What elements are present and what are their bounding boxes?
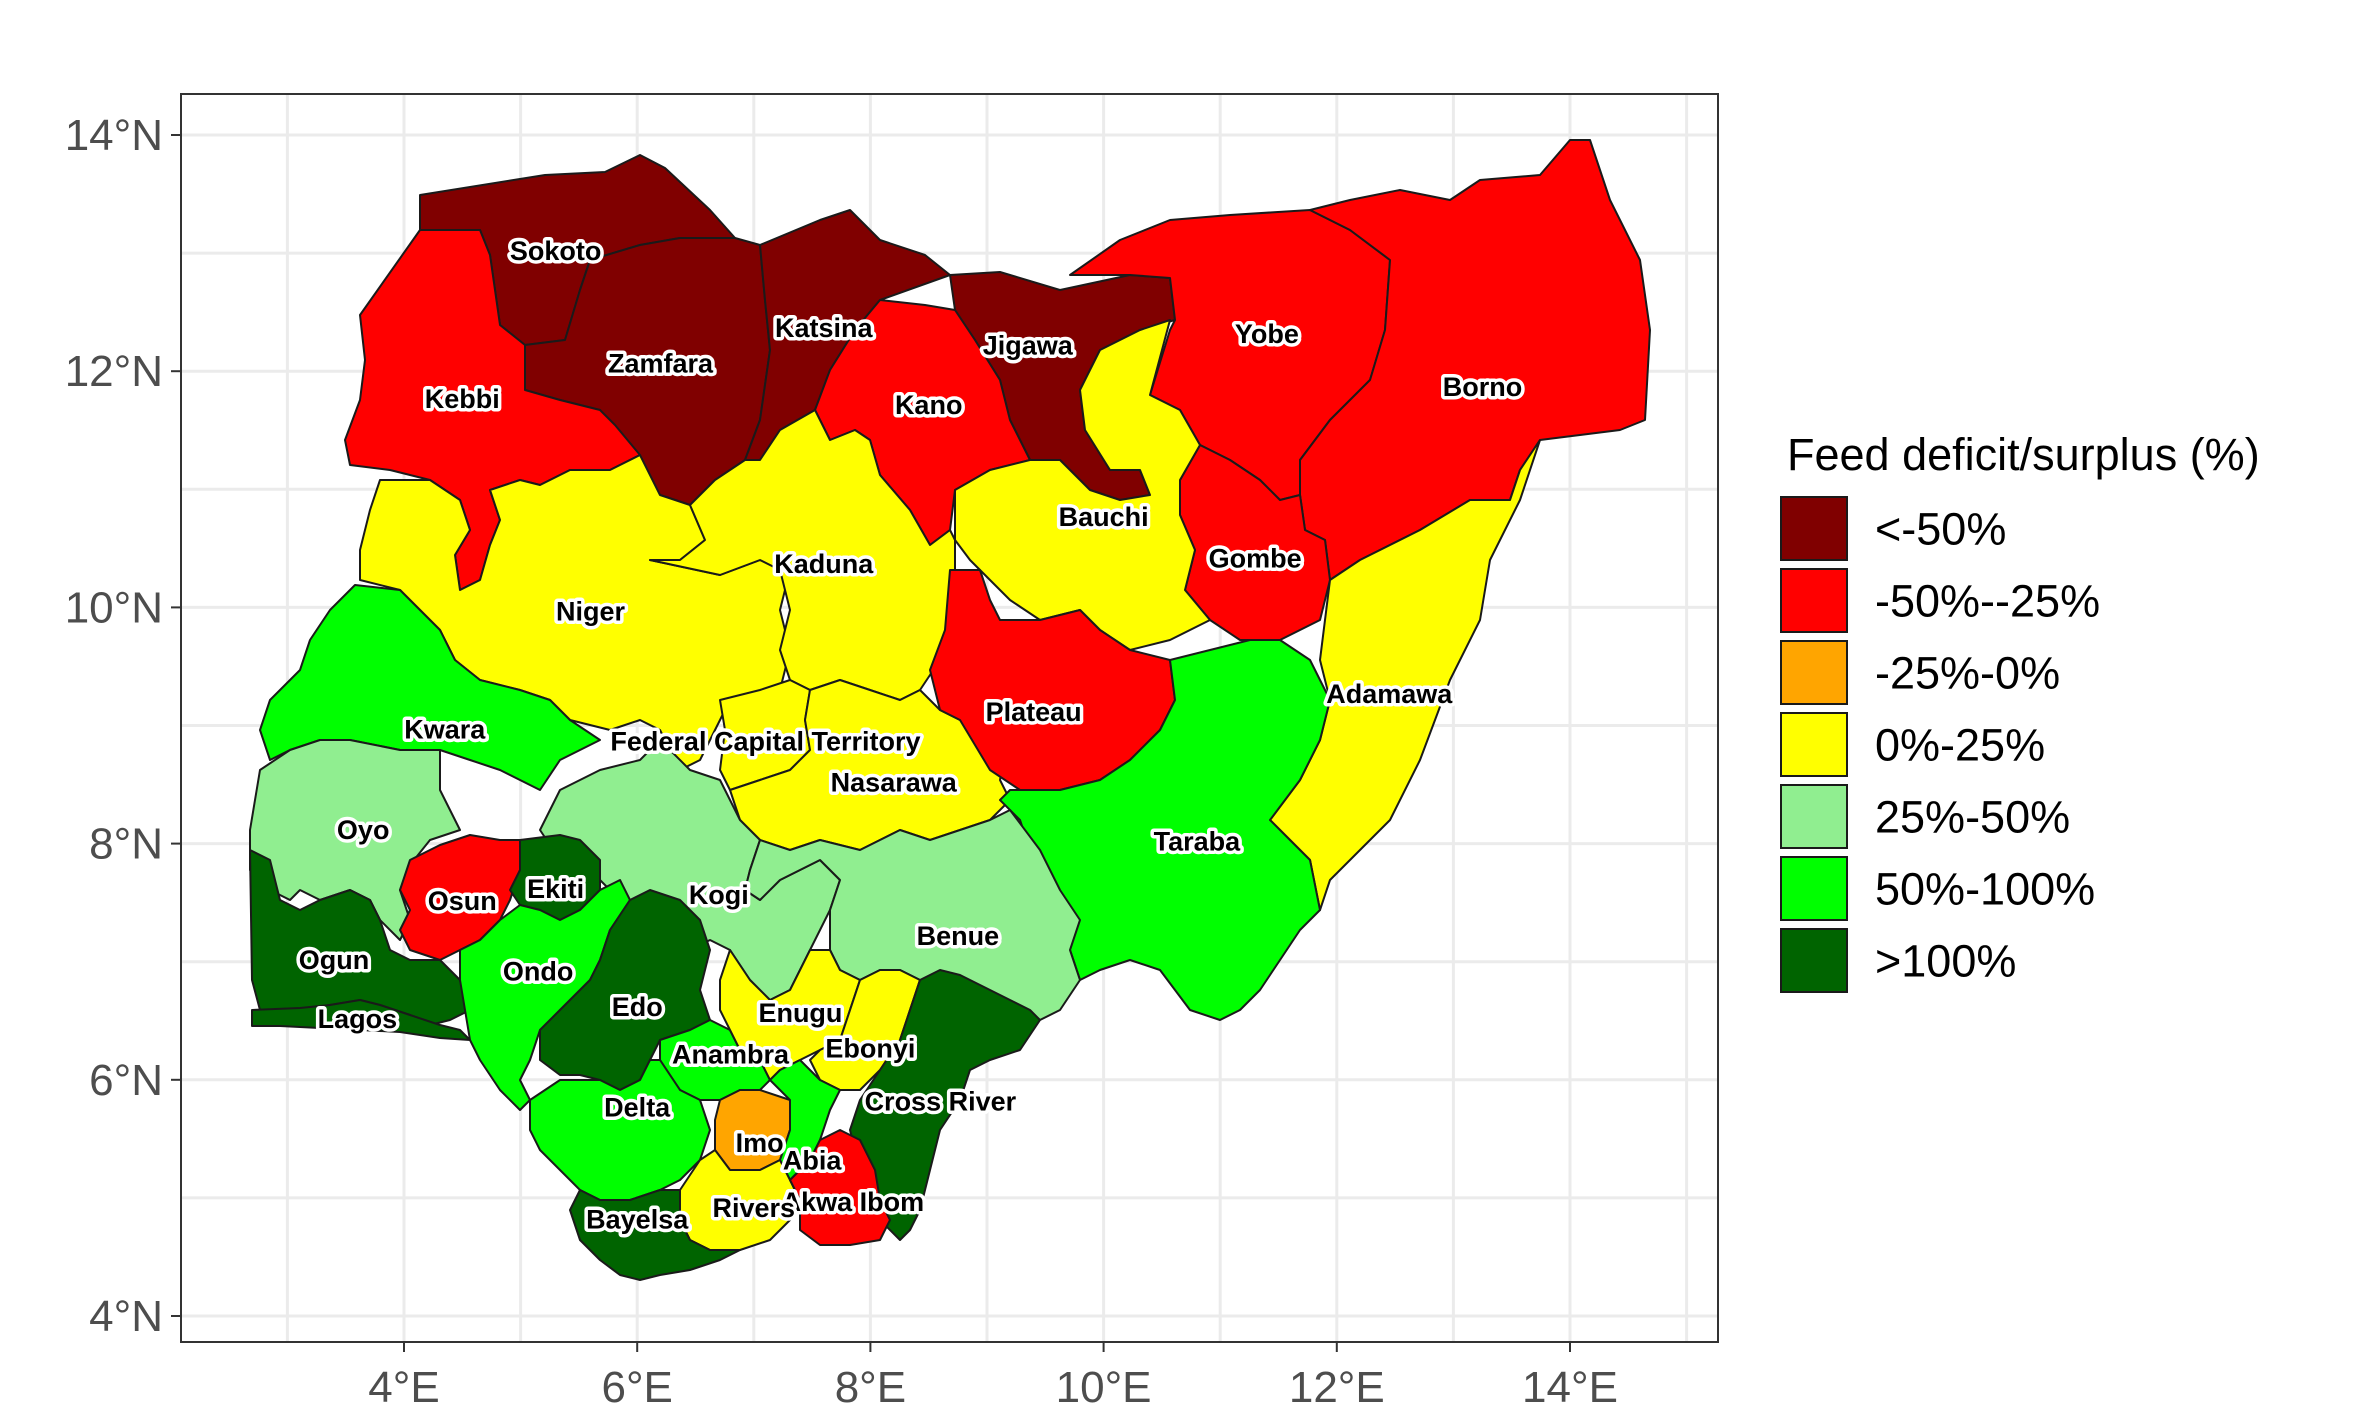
state-label-oyo: Oyo [337,815,390,845]
legend-swatch [1780,928,1848,993]
state-label-abia: Abia [783,1146,842,1176]
legend-swatch [1780,712,1848,777]
state-label-cross-river: Cross River [865,1087,1017,1117]
state-label-bayelsa: Bayelsa [586,1205,689,1235]
x-tick-label: 4°E [368,1363,439,1412]
legend-label: 25%-50% [1875,792,2070,843]
state-label-kebbi: Kebbi [425,384,500,414]
x-tick-label: 14°E [1522,1363,1618,1412]
state-label-yobe: Yobe [1235,319,1299,349]
state-labels: Sokoto Zamfara Katsina Jigawa Kebbi Kano Yobe B… [295,233,1525,1238]
state-label-kwara: Kwara [404,715,486,745]
state-label-delta: Delta [604,1092,671,1122]
state-ebonyi[interactable] [809,969,921,1091]
state-label-zamfara: Zamfara [608,348,714,378]
state-label-adamawa: Adamawa [1326,679,1453,709]
state-label-kogi: Kogi [689,880,749,910]
state-label-lagos: Lagos [318,1004,398,1034]
legend-swatch [1780,856,1848,921]
y-tick-label: 8°N [89,820,163,869]
x-tick-label: 10°E [1056,1363,1152,1412]
plot-panel: Sokoto Zamfara Katsina Jigawa Kebbi Kano Yobe B… [180,93,1719,1343]
legend-swatch [1780,496,1848,561]
state-cross-river[interactable] [849,969,1041,1241]
state-label-borno: Borno [1443,372,1522,402]
state-label-ekiti: Ekiti [527,874,584,904]
state-kwara[interactable] [259,584,601,791]
legend-title: Feed deficit/surplus (%) [1787,429,2260,480]
state-label-ondo: Ondo [503,957,573,987]
state-label-akwa-ibom: Akwa Ibom [782,1187,925,1217]
y-axis: 4°N 6°N 8°N 10°N 12°N 14°N [65,111,181,1341]
state-label-anambra: Anambra [672,1039,790,1069]
state-label-rivers: Rivers [713,1193,796,1223]
state-label-katsina: Katsina [775,313,874,343]
state-label-gombe: Gombe [1209,543,1302,573]
state-akwa-ibom[interactable] [789,1129,891,1246]
x-tick-label: 6°E [601,1363,672,1412]
state-label-benue: Benue [917,921,1000,951]
legend-label: 50%-100% [1875,864,2095,915]
legend-label: -50%--25% [1875,576,2100,627]
state-polygons [249,139,1651,1281]
legend-swatch [1780,568,1848,633]
state-label-federal-capital-territory: Federal Capital Territory [610,726,920,756]
state-label-kaduna: Kaduna [774,549,874,579]
y-tick-label: 6°N [89,1056,163,1105]
state-taraba[interactable] [999,639,1331,1021]
state-delta[interactable] [529,1059,711,1201]
state-label-imo: Imo [736,1128,784,1158]
y-tick-label: 10°N [65,583,163,632]
state-label-taraba: Taraba [1154,827,1242,857]
legend-label: -25%-0% [1875,648,2060,699]
state-label-kano: Kano [895,390,963,420]
state-label-edo: Edo [612,992,663,1022]
state-lagos[interactable] [251,999,471,1041]
legend: Feed deficit/surplus (%) <-50% -50%--25% -… [1780,429,2260,993]
x-tick-label: 12°E [1289,1363,1385,1412]
state-bauchi[interactable] [954,319,1211,651]
panel-border [180,93,1719,1343]
x-tick-label: 8°E [835,1363,906,1412]
x-axis: 4°E 6°E 8°E 10°E 12°E 14°E [368,1342,1618,1412]
state-label-jigawa: Jigawa [983,331,1074,361]
y-tick-label: 4°N [89,1292,163,1341]
state-label-enugu: Enugu [758,998,842,1028]
y-tick-label: 14°N [65,111,163,160]
legend-swatch [1780,784,1848,849]
legend-label: >100% [1875,936,2016,987]
legend-items: <-50% -50%--25% -25%-0% 0%-25% 25%-50% 50%-10… [1780,496,2100,993]
state-bayelsa[interactable] [569,1189,741,1281]
y-tick-label: 12°N [65,347,163,396]
legend-swatch [1780,640,1848,705]
state-label-nasarawa: Nasarawa [831,768,958,798]
state-label-niger: Niger [556,596,626,626]
state-label-sokoto: Sokoto [510,236,602,266]
legend-label: <-50% [1875,504,2006,555]
state-label-osun: Osun [428,886,497,916]
state-label-bauchi: Bauchi [1059,502,1149,532]
state-label-ebonyi: Ebonyi [825,1033,915,1063]
state-label-ogun: Ogun [299,945,369,975]
legend-label: 0%-25% [1875,720,2045,771]
state-label-plateau: Plateau [986,697,1082,727]
